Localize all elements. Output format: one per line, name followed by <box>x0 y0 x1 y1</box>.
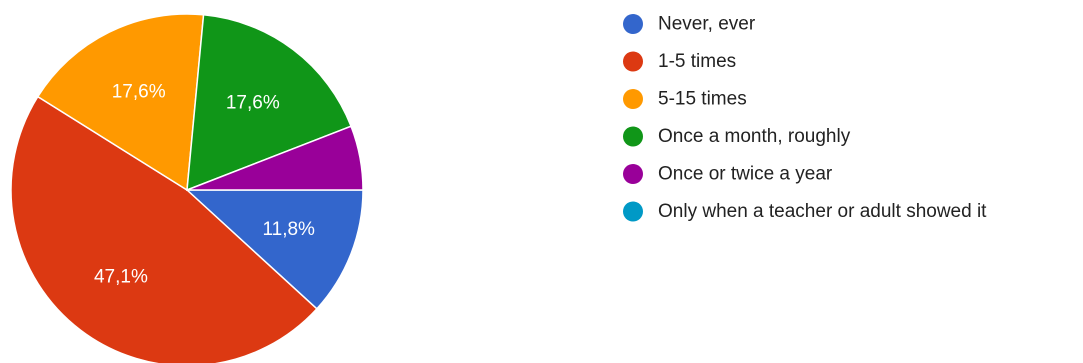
pie-slice <box>36 13 205 192</box>
legend-label: Never, ever <box>658 14 756 35</box>
legend-swatch <box>623 14 643 34</box>
legend-swatch <box>623 201 643 222</box>
legend-swatch <box>623 51 643 72</box>
legend-swatch <box>623 89 643 109</box>
slice-value-label: 17,6% <box>226 92 280 113</box>
legend-label: 5-15 times <box>658 89 747 110</box>
pie-slice <box>10 95 318 363</box>
slice-value-label: 47,1% <box>94 266 148 287</box>
legend-label: Once or twice a year <box>658 164 833 185</box>
pie-slice <box>186 125 364 191</box>
pie-slices <box>10 13 364 363</box>
legend-label: Once a month, roughly <box>658 126 851 147</box>
legend-label: Only when a teacher or adult showed it <box>658 201 987 222</box>
chart-legend: Never, ever 1-5 times 5-15 times Once a mon… <box>623 14 987 222</box>
legend-swatch <box>623 164 643 184</box>
slice-value-label: 17,6% <box>112 82 166 103</box>
legend-swatch <box>623 126 643 147</box>
legend-label: 1-5 times <box>658 51 736 72</box>
slice-value-label: 11,8% <box>262 219 315 240</box>
pie-slice <box>185 189 364 310</box>
pie-slice <box>186 13 353 192</box>
pie-slice-labels: 11,8% 47,1% 17,6% 17,6% <box>94 82 315 288</box>
